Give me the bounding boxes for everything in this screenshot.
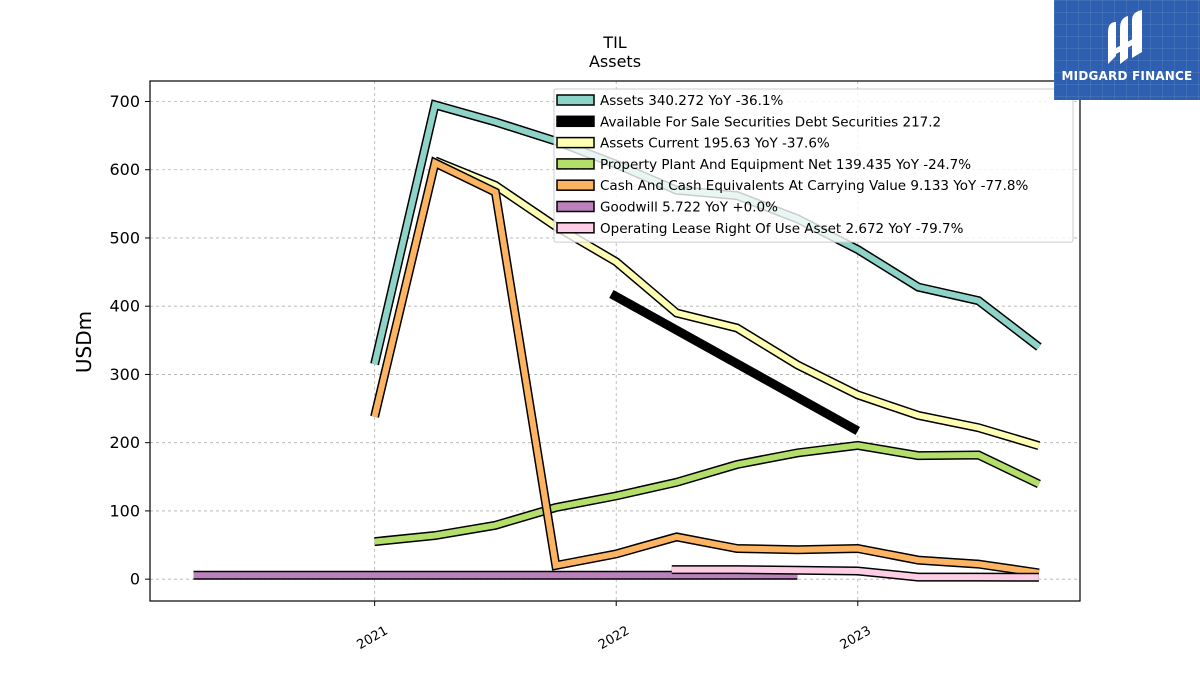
legend-entry: Assets Current 195.63 YoY -37.6% (600, 136, 830, 152)
series-line (671, 565, 1039, 582)
y-tick-label: 0 (130, 570, 140, 589)
legend-swatch (556, 136, 595, 149)
x-tick-label: 2021 (354, 623, 390, 653)
series-line (609, 289, 860, 435)
y-tick-label: 200 (109, 433, 140, 452)
series-stroke (374, 442, 1041, 545)
y-tick-label: 100 (109, 501, 140, 520)
brand-name: MIDGARD FINANCE (1061, 69, 1193, 83)
midgard-logo-icon (1108, 10, 1142, 64)
series-stroke (433, 158, 1040, 449)
series-line (433, 156, 1041, 451)
legend-entry: Assets 340.272 YoY -36.1% (600, 93, 784, 109)
y-tick-label: 300 (109, 365, 140, 384)
series-group (193, 99, 1042, 582)
legend: Assets 340.272 YoY -36.1% Available For S… (553, 88, 1074, 243)
x-tick-label: 2022 (596, 623, 632, 653)
legend-swatch (556, 222, 595, 234)
legend-swatch (556, 94, 595, 106)
plot-frame (149, 80, 1081, 602)
legend-entry: Cash And Cash Equivalents At Carrying Va… (600, 178, 1028, 194)
y-tick-label: 700 (109, 92, 140, 111)
series-stroke (371, 158, 1040, 576)
legend-swatch (556, 200, 595, 213)
legend-entry: Operating Lease Right Of Use Asset 2.672… (600, 221, 964, 237)
legend-entry: Property Plant And Equipment Net 139.435… (600, 157, 971, 173)
y-axis-label: USDm (72, 311, 96, 373)
y-tick-label: 500 (109, 228, 140, 247)
legend-swatch (556, 158, 595, 170)
legend-box (553, 88, 1074, 243)
chart-subtitle: Assets (589, 52, 641, 71)
legend-entry: Available For Sale Securities Debt Secur… (600, 114, 941, 130)
legend-entry: Goodwill 5.722 YoY +0.0% (600, 200, 778, 216)
x-tick-label: 2023 (838, 623, 874, 653)
chart-title: TIL (602, 33, 626, 52)
series-stroke (671, 566, 1039, 581)
series-line (370, 156, 1040, 578)
series-line (374, 440, 1041, 547)
midgard-finance-logo: MIDGARD FINANCE (1054, 0, 1200, 100)
legend-swatch (556, 179, 595, 191)
y-tick-label: 400 (109, 297, 140, 316)
legend-swatch (556, 115, 595, 128)
series-stroke (609, 289, 860, 435)
y-tick-label: 600 (109, 160, 140, 179)
